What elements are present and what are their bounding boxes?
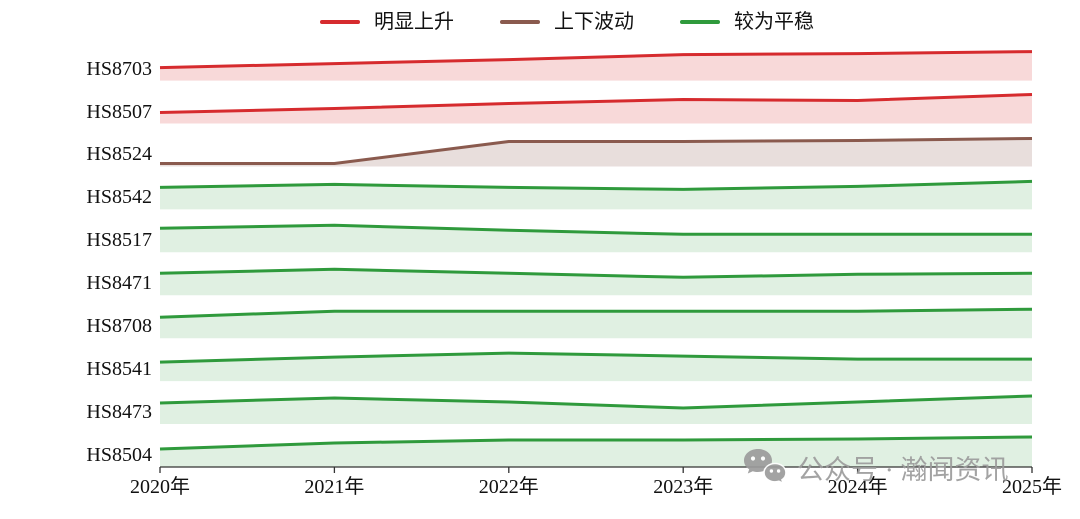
row-label-HS8507: HS8507 [86,100,152,123]
row-label-HS8524: HS8524 [86,143,152,166]
area-fill-HS8517 [160,225,1032,253]
x-tick-label-2021: 2021年 [304,476,365,498]
area-fill-HS8703 [160,51,1032,81]
trend-line-HS8507 [159,93,1033,114]
row-label-HS8517: HS8517 [86,229,152,252]
legend-label-stable: 较为平稳 [734,11,814,33]
row-label-HS8471: HS8471 [86,272,152,295]
legend-item-stable: 较为平稳 [680,10,814,34]
row-label-HS8708: HS8708 [86,315,152,338]
row-label-HS8542: HS8542 [86,186,152,209]
watermark-text: 公众号 · 瀚闻资讯 [797,454,1009,485]
area-fill-HS8473 [160,396,1032,424]
legend-item-rising: 明显上升 [320,10,454,34]
legend: 明显上升 上下波动 较为平稳 [320,10,814,34]
trend-line-HS8473 [159,394,1033,410]
legend-item-fluctuating: 上下波动 [500,10,634,34]
trend-line-HS8517 [159,223,1032,236]
x-axis [159,466,1033,473]
x-tick-label-2022: 2022年 [478,476,539,498]
trend-line-HS8504 [159,435,1033,451]
x-tick-label-2024: 2024年 [827,476,888,498]
area-fill-HS8504 [160,437,1032,467]
row-label-HS8541: HS8541 [86,358,152,381]
trend-line-HS8542 [159,179,1033,191]
legend-line-swatch-stable [680,20,720,24]
trend-line-HS8471 [159,267,1033,279]
trend-line-HS8541 [159,351,1032,364]
row-label-HS8703: HS8703 [86,57,152,80]
row-label-HS8473: HS8473 [86,401,152,424]
x-tick-label-2025: 2025年 [1002,476,1062,498]
wechat-icon [744,449,787,485]
x-tick-label-2023: 2023年 [653,476,714,498]
legend-line-swatch-rising [320,20,360,24]
area-fill-HS8708 [160,309,1032,339]
trend-line-HS8708 [159,307,1033,319]
area-fill-HS8541 [160,353,1032,382]
watermark: 公众号 · 瀚闻资讯 [742,447,1009,487]
legend-line-swatch-fluctuating [500,20,540,24]
trend-line-HS8524 [160,137,1033,165]
trend-line-HS8703 [159,50,1033,70]
legend-label-rising: 明显上升 [374,11,454,33]
legend-label-fluctuating: 上下波动 [554,11,634,33]
x-tick-label-2020: 2020年 [130,476,190,498]
row-label-HS8504: HS8504 [86,443,152,466]
